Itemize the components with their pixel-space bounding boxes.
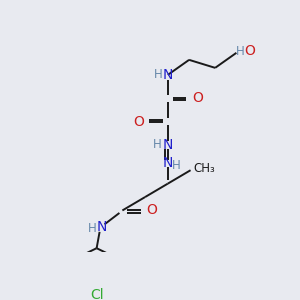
Text: H: H	[171, 159, 180, 172]
Text: Cl: Cl	[90, 288, 104, 300]
Text: N: N	[163, 138, 173, 152]
Text: O: O	[146, 203, 157, 218]
Text: H: H	[154, 68, 162, 81]
Text: CH₃: CH₃	[194, 162, 215, 175]
Text: O: O	[192, 91, 203, 105]
Text: H: H	[236, 45, 245, 58]
Text: O: O	[244, 44, 255, 58]
Text: N: N	[96, 220, 107, 234]
Text: N: N	[163, 156, 173, 170]
Text: H: H	[153, 138, 161, 151]
Text: H: H	[88, 222, 97, 235]
Text: O: O	[133, 115, 144, 129]
Text: N: N	[163, 68, 173, 82]
